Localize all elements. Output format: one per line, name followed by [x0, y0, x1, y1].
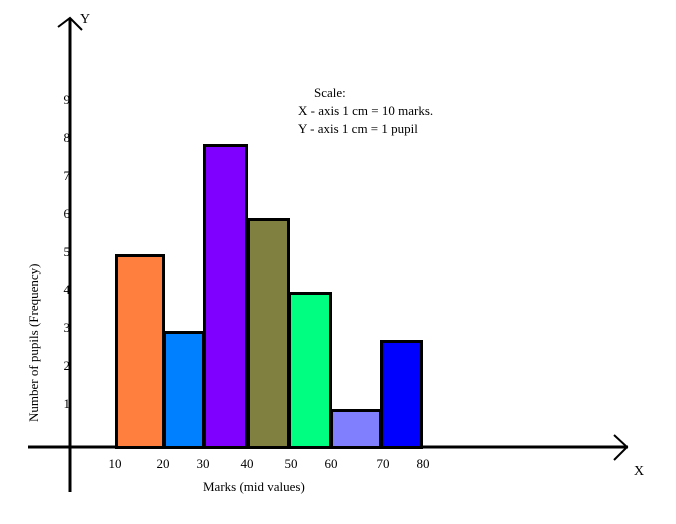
scale-line-x: X - axis 1 cm = 10 marks.	[298, 103, 434, 118]
x-tick-label: 20	[156, 456, 170, 471]
bar-40-50	[247, 218, 290, 449]
y-tick-label: 5	[63, 244, 71, 259]
y-tick-label: 6	[63, 206, 71, 221]
x-tick-label: 10	[108, 456, 122, 471]
bar-30-40	[203, 144, 248, 449]
x-tick-label: 30	[196, 456, 210, 471]
y-axis-letter: Y	[80, 12, 91, 27]
bar-60-70	[330, 409, 382, 449]
y-axis-label: Number of pupils (Frequency)	[26, 263, 41, 423]
y-tick-label: 3	[63, 320, 71, 335]
x-tick-label: 60	[324, 456, 338, 471]
y-tick-label: 9	[63, 92, 71, 107]
scale-annotation: Scale: X - axis 1 cm = 10 marks. Y - axi…	[298, 84, 433, 138]
x-tick-label: 40	[240, 456, 254, 471]
y-tick-label: 4	[63, 282, 71, 297]
bar-20-30	[163, 331, 205, 449]
x-tick-label: 50	[284, 456, 298, 471]
x-axis-letter: X	[634, 464, 645, 479]
scale-line-y: Y - axis 1 cm = 1 pupil	[298, 121, 418, 136]
bar-10-20	[115, 254, 165, 449]
y-tick-label: 7	[63, 168, 71, 183]
x-tick-label: 80	[416, 456, 430, 471]
y-tick-label: 1	[63, 396, 71, 411]
bar-70-80	[380, 340, 423, 449]
y-tick-label: 8	[63, 130, 71, 145]
scale-title: Scale:	[314, 85, 346, 100]
y-tick-label: 2	[63, 358, 71, 373]
x-axis-label: Marks (mid values)	[203, 479, 305, 494]
x-tick-label: 70	[376, 456, 390, 471]
bar-50-60	[288, 292, 332, 449]
